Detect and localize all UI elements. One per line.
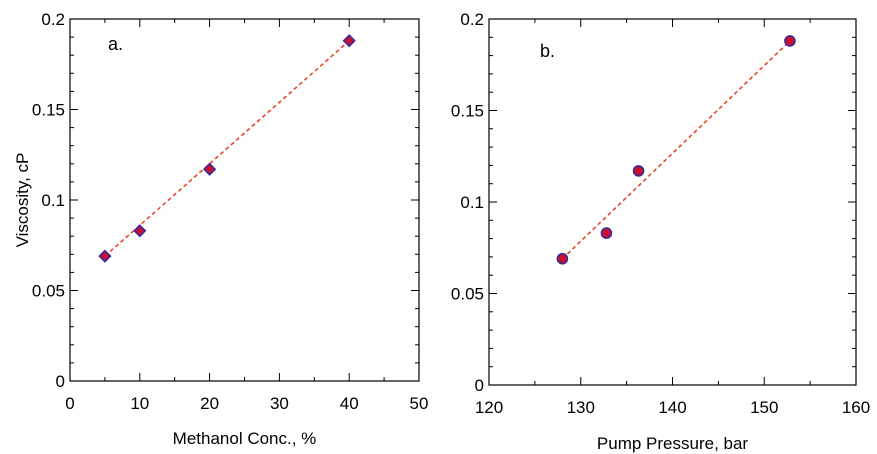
data-point bbox=[632, 165, 645, 177]
panel-label: a. bbox=[108, 34, 123, 54]
y-tick-label: 0.2 bbox=[41, 10, 65, 29]
x-tick-label: 10 bbox=[130, 394, 149, 413]
y-tick-label: 0.2 bbox=[460, 10, 484, 29]
y-tick-label: 0.05 bbox=[32, 282, 65, 301]
x-tick-label: 130 bbox=[567, 398, 595, 417]
x-tick-label: 30 bbox=[270, 394, 289, 413]
x-tick-label: 160 bbox=[842, 398, 870, 417]
panel-label: b. bbox=[540, 41, 555, 61]
data-point bbox=[784, 35, 796, 47]
y-tick-label: 0 bbox=[56, 372, 65, 391]
data-point bbox=[133, 224, 147, 238]
data-point bbox=[342, 34, 356, 48]
x-tick-label: 140 bbox=[658, 398, 686, 417]
y-tick-label: 0.1 bbox=[460, 193, 484, 212]
data-point bbox=[98, 249, 112, 263]
x-tick-label: 20 bbox=[200, 394, 219, 413]
trend-line bbox=[104, 40, 350, 257]
trend-line bbox=[561, 40, 791, 260]
y-tick-label: 0.05 bbox=[451, 285, 484, 304]
data-point bbox=[202, 162, 217, 176]
x-tick-label: 50 bbox=[410, 394, 429, 413]
y-tick-label: 0.15 bbox=[451, 102, 484, 121]
data-point bbox=[600, 227, 613, 239]
x-tick-label: 0 bbox=[65, 394, 74, 413]
x-axis-label: Pump Pressure, bar bbox=[597, 434, 749, 453]
x-tick-label: 120 bbox=[475, 398, 503, 417]
plot-frame bbox=[69, 18, 420, 382]
x-tick-label: 150 bbox=[750, 398, 778, 417]
y-tick-label: 0 bbox=[475, 376, 484, 395]
y-axis-label: Viscosity, cP bbox=[13, 153, 32, 248]
data-point bbox=[556, 252, 569, 265]
x-tick-label: 40 bbox=[340, 394, 359, 413]
chart-panel-b: 120 130 140 150 160 0 0.05 0.1 0.15 0.2 Pump Press… bbox=[451, 10, 870, 453]
x-axis-label: Methanol Conc., % bbox=[173, 429, 317, 448]
plot-frame bbox=[488, 18, 857, 386]
y-tick-label: 0.1 bbox=[41, 191, 65, 210]
chart-panel-a: 0 10 20 30 40 50 0 0.05 0.1 0.15 0.2 Methanol Conc.… bbox=[13, 10, 428, 448]
y-tick-label: 0.15 bbox=[32, 101, 65, 120]
